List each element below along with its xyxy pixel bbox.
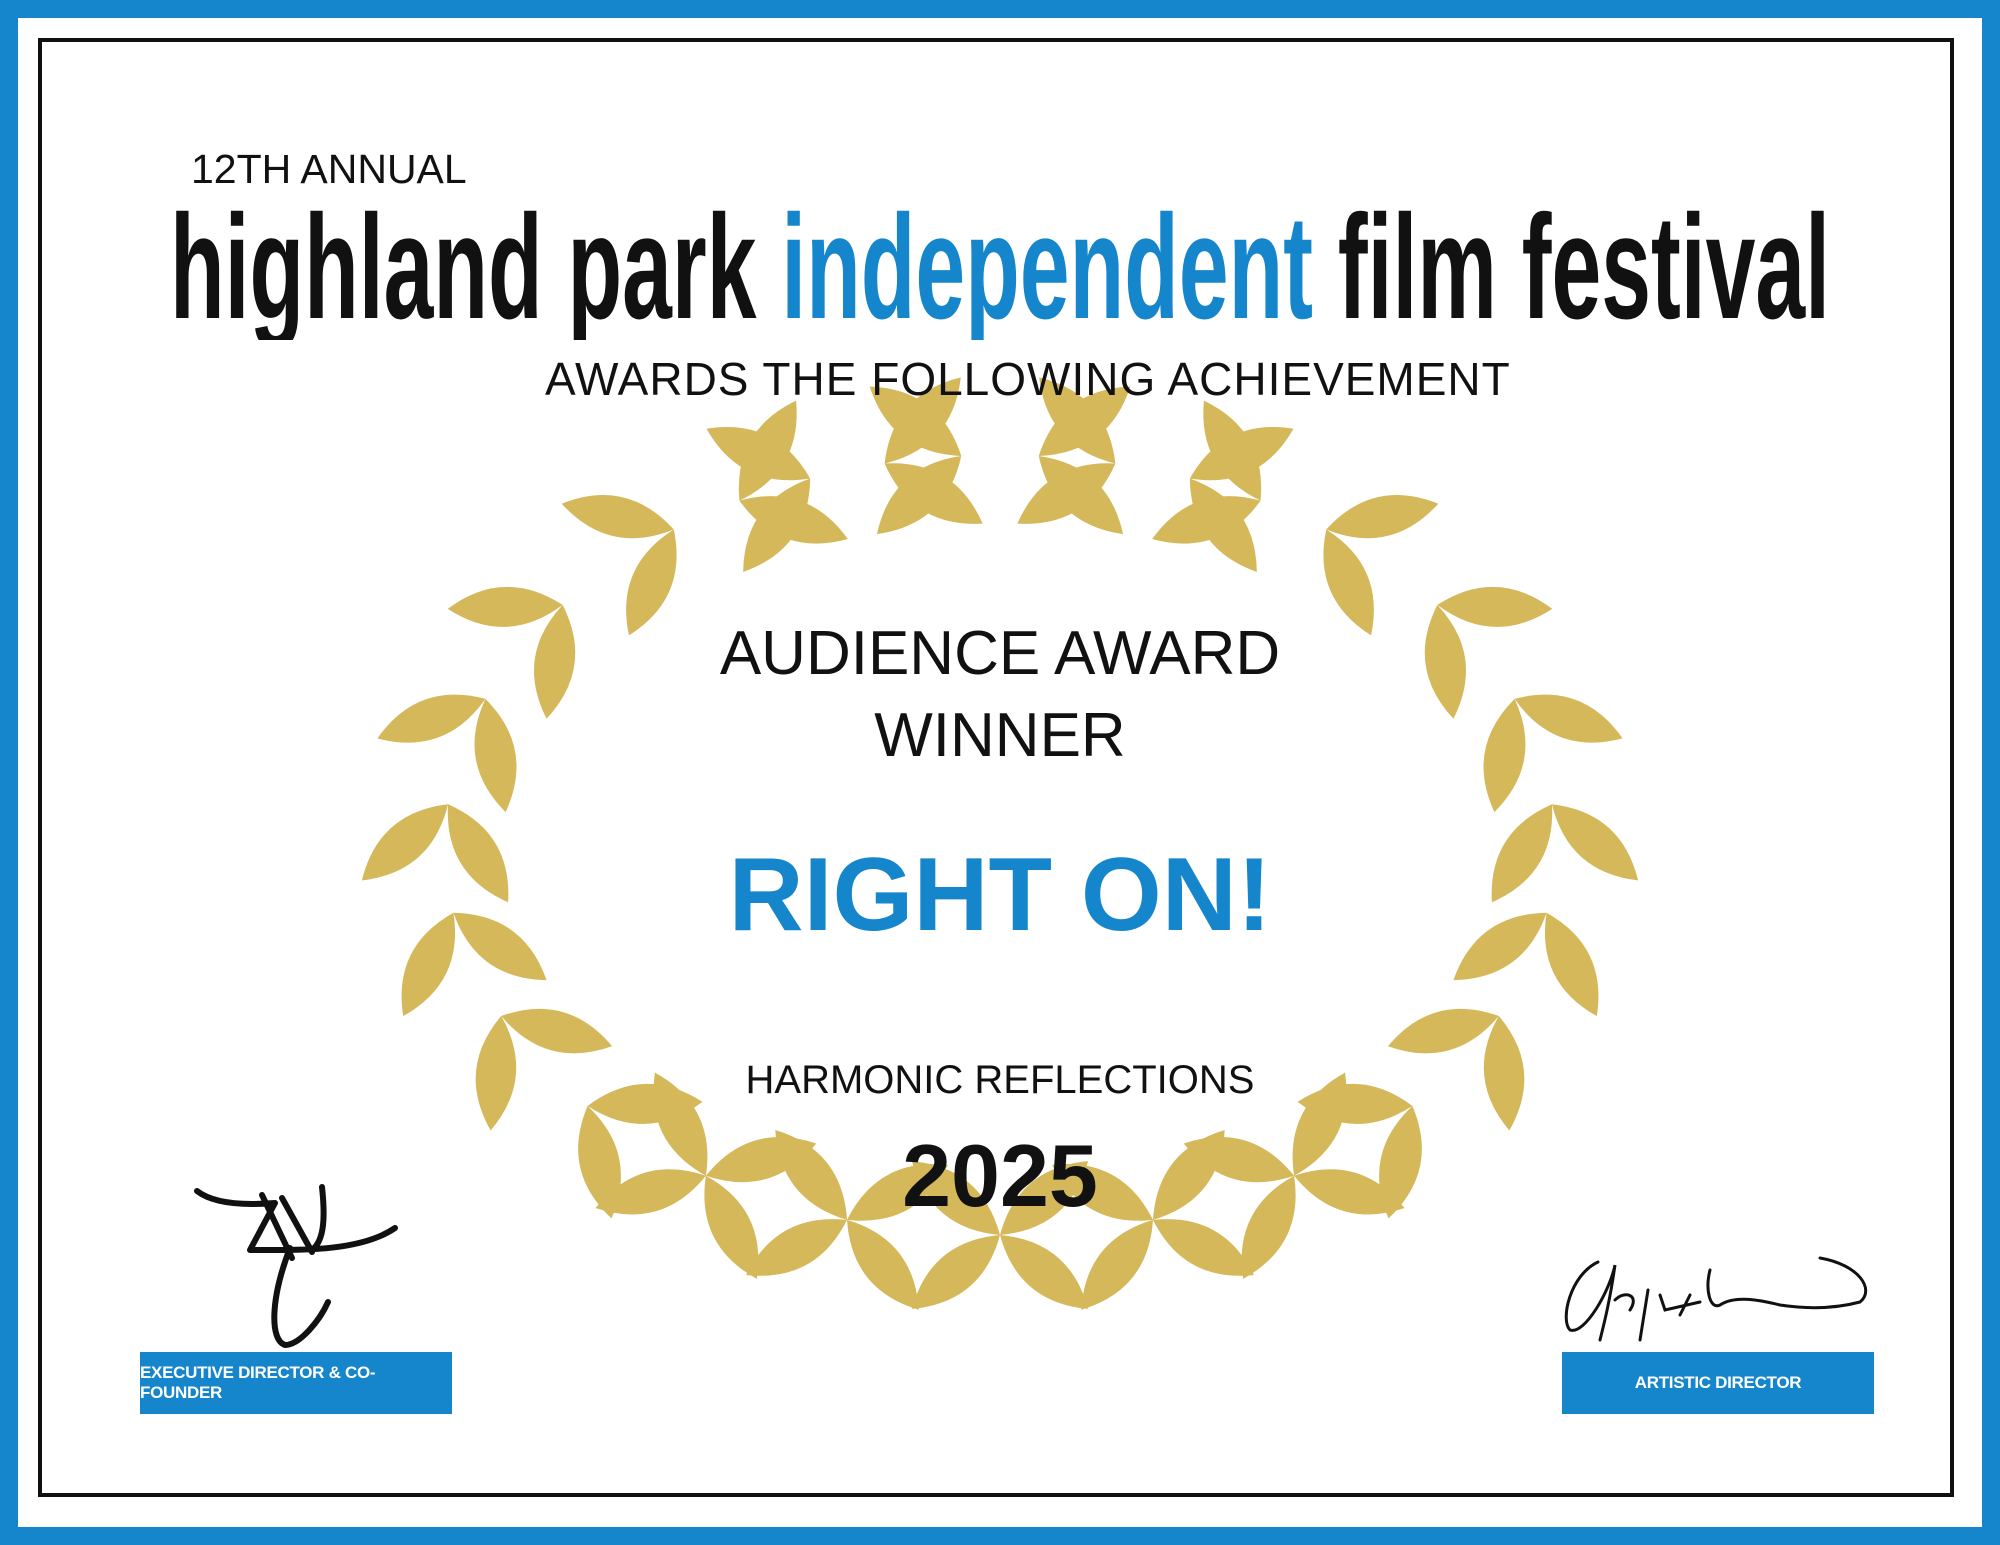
film-title: RIGHT ON! bbox=[728, 837, 1272, 953]
laurel-leaf bbox=[361, 804, 449, 881]
laurel-leaf bbox=[501, 1008, 613, 1054]
certificate-frame bbox=[38, 38, 1954, 1497]
laurel-leaf bbox=[1152, 1219, 1254, 1276]
laurel-leaf bbox=[1514, 694, 1623, 743]
laurel-leaf bbox=[1081, 1219, 1153, 1310]
festival-name-part2: film festival bbox=[1338, 190, 1830, 340]
award-category: AUDIENCE AWARD bbox=[719, 619, 1281, 688]
executive-director-label: EXECUTIVE DIRECTOR & CO-FOUNDER bbox=[140, 1352, 452, 1414]
laurel-leaf bbox=[1551, 804, 1639, 881]
laurel-leaf bbox=[1038, 386, 1131, 456]
laurel-leaf bbox=[911, 1161, 1000, 1235]
laurel-leaf bbox=[561, 494, 674, 539]
laurel-leaf bbox=[1183, 1137, 1295, 1183]
festival-name: highland park independent film festival bbox=[170, 190, 1830, 340]
laurel-leaf bbox=[595, 1169, 706, 1215]
laurel-leaf bbox=[653, 1072, 708, 1176]
laurel-leaf bbox=[447, 804, 509, 903]
laurel-leaf bbox=[474, 698, 517, 813]
laurel-leaf bbox=[1379, 1105, 1422, 1219]
laurel-leaf bbox=[746, 1219, 848, 1276]
laurel-leaf bbox=[1483, 1015, 1525, 1131]
laurel-leaf bbox=[1241, 1175, 1296, 1279]
signature-left-icon bbox=[194, 1184, 398, 1349]
laurel-leaf bbox=[534, 604, 576, 719]
laurel-leaf bbox=[626, 529, 677, 636]
project-name: HARMONIC REFLECTIONS bbox=[745, 1058, 1255, 1102]
laurel-leaf bbox=[847, 1219, 919, 1310]
award-status: WINNER bbox=[874, 701, 1126, 770]
laurel-leaf bbox=[1387, 1008, 1499, 1054]
laurel-leaf bbox=[1453, 912, 1547, 981]
laurel-leaf bbox=[453, 912, 547, 981]
festival-name-part1: highland park bbox=[170, 190, 757, 340]
laurel-leaf bbox=[884, 463, 983, 524]
laurel-leaf bbox=[1491, 804, 1553, 903]
laurel-leaf bbox=[1483, 698, 1526, 813]
festival-name-highlight: independent bbox=[781, 190, 1313, 340]
laurel-leaf bbox=[401, 912, 456, 1017]
laurel-leaf bbox=[884, 377, 961, 464]
laurel-leaf bbox=[578, 1105, 621, 1219]
laurel-leaf bbox=[475, 1015, 517, 1131]
laurel-leaf bbox=[1424, 604, 1466, 719]
artistic-director-label: ARTISTIC DIRECTOR bbox=[1562, 1352, 1874, 1414]
laurel-leaf bbox=[1326, 494, 1439, 539]
laurel-leaf bbox=[1038, 455, 1124, 535]
laurel-leaf bbox=[1437, 586, 1553, 627]
laurel-leaf bbox=[1297, 1083, 1413, 1124]
laurel-leaf bbox=[447, 586, 563, 627]
laurel-leaf bbox=[739, 496, 848, 544]
laurel-leaf bbox=[1189, 478, 1257, 572]
certificate-paper bbox=[18, 18, 1982, 1527]
laurel-leaf bbox=[1000, 1235, 1089, 1309]
laurel-leaf bbox=[1052, 1164, 1153, 1221]
laurel-leaf bbox=[1544, 912, 1599, 1017]
laurel-leaf bbox=[377, 694, 486, 743]
laurel-leaf bbox=[738, 400, 797, 501]
subtitle: AWARDS THE FOLLOWING ACHIEVEMENT bbox=[545, 353, 1511, 405]
laurel-leaf bbox=[1323, 529, 1374, 636]
laurel-right-icon bbox=[595, 377, 1639, 1310]
laurel-leaf bbox=[1294, 1169, 1405, 1215]
laurel-leaf bbox=[911, 1235, 1000, 1309]
award-year: 2025 bbox=[902, 1126, 1098, 1225]
signature-right-icon bbox=[1564, 1256, 1868, 1342]
laurel-leaf bbox=[775, 1130, 848, 1220]
edition-label: 12TH ANNUAL bbox=[191, 146, 467, 192]
svg-text:highland park independent film: highland park independent film festival bbox=[170, 190, 1830, 340]
laurel-leaf bbox=[704, 1175, 759, 1279]
laurel-leaf bbox=[1189, 427, 1294, 481]
